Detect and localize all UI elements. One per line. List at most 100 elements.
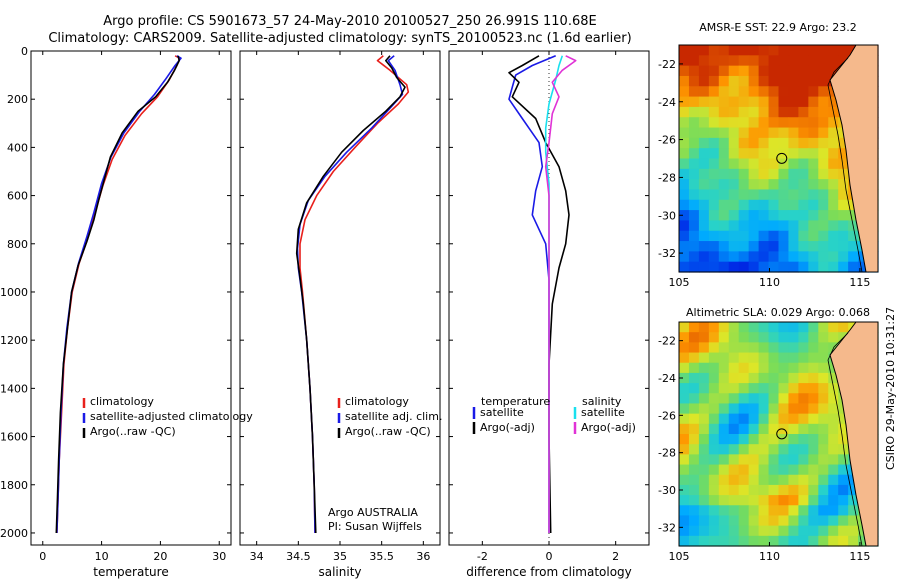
map-cell [778,484,790,496]
map-x-tick-label: 110 [759,550,780,563]
map-cell [818,117,829,129]
map-cell [768,515,780,527]
map-cell [718,484,730,496]
map-cell [838,189,849,201]
map-cell [778,515,790,527]
map-cell [758,393,770,405]
map-cell [728,434,740,445]
map-cell [748,383,760,394]
map-cell [708,179,720,191]
map-cell [708,168,720,180]
map-cell [778,106,790,118]
map-cell [748,45,760,56]
map-cell [818,241,829,252]
map-cell [698,179,710,191]
map-cell [718,261,730,273]
map-cell [738,393,750,405]
map-cell [728,362,740,374]
x-tick-label: 34.5 [286,550,311,563]
map-cell [728,332,740,343]
map-cell [718,393,730,405]
map-cell [828,96,839,108]
map-cell [808,393,819,405]
map-cell [698,65,710,77]
map-cell [818,444,829,455]
map-cell [718,137,730,149]
map-cell [778,189,790,201]
map-cell [818,65,829,77]
legend-label-temp-argo: Argo(-adj) [480,421,535,434]
difference-y-ticks [449,50,649,534]
map-cell [768,127,780,139]
map-cell [798,148,809,160]
map-cell [738,86,750,98]
map-cell [828,423,839,435]
map-cell [679,55,690,67]
map-cell [818,474,829,486]
map-cell [808,403,819,415]
map-cell [718,525,730,537]
map-cell [738,220,750,232]
map-cell [818,220,829,232]
salinity-legend: climatology satellite adj. clim. Argo(..… [337,395,442,438]
map-cell [768,86,780,98]
map-cell [738,241,750,252]
map-cell [738,158,750,170]
legend-title-salinity: salinity [582,395,622,408]
map-cell [748,372,760,384]
map-cell [778,362,790,374]
map-cell [718,444,730,455]
map-cell [688,383,700,394]
map-cell [808,45,819,56]
map-cell [778,65,790,77]
map-cell [728,525,740,537]
map-cell [738,210,750,222]
map-x-tick-label: 105 [669,550,690,563]
map-cell [728,322,740,333]
map-cell [808,127,819,139]
map-cell [828,454,839,466]
map-cell [698,127,710,139]
map-cell [679,434,690,445]
map-cell [758,372,770,384]
map-cell [818,137,829,149]
map-cell [708,127,720,139]
map-cell [738,423,750,435]
map-cell [788,148,799,160]
salinity-y-ticks [240,50,440,534]
map-cell [718,322,730,333]
map-cell [688,168,700,180]
map-cell [838,505,849,517]
map-cell [748,168,760,180]
map-cell [748,393,760,405]
map-cell [828,179,839,191]
map-cell [688,434,700,445]
y-tick-label: 1000 [0,286,28,299]
map-cell [818,127,829,139]
legend-label-argo: Argo(..raw -QC) [90,425,176,438]
map-cell [808,261,819,273]
map-cell [738,199,750,211]
map-cell [718,179,730,191]
map-cell [679,230,690,242]
map-cell [788,413,799,425]
map-cell [798,106,809,118]
map-cell [708,322,720,333]
map-cell [838,148,849,160]
map-cell [828,261,839,273]
map-cell [808,148,819,160]
map-cell [808,65,819,77]
map-cell [679,106,690,118]
map-cell [748,199,760,211]
map-cell [738,413,750,425]
map-cell [728,383,740,394]
map-cell [698,505,710,517]
map-cell [679,342,690,354]
map-cell [748,137,760,149]
map-cell [728,210,740,222]
map-cell [778,322,790,333]
map-cell [758,474,770,486]
map-cell [778,525,790,537]
map-cell [768,352,780,364]
map-cell [768,45,780,56]
